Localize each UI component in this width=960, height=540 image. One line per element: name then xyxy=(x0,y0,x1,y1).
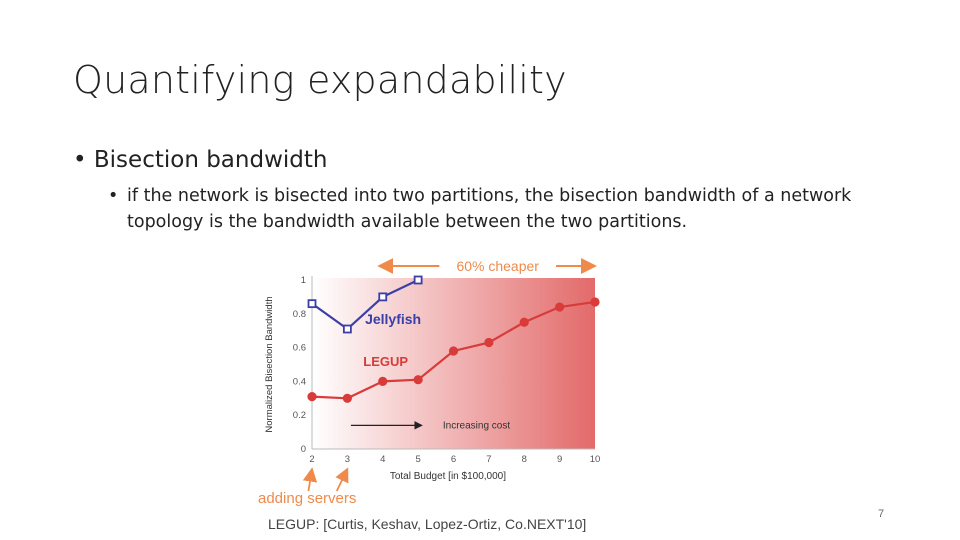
y-tick-label: 0.2 xyxy=(293,410,306,421)
cheaper-label: 60% cheaper xyxy=(456,258,539,274)
plot-background xyxy=(312,278,595,449)
series-label-legup: LEGUP xyxy=(363,354,408,369)
adding-servers-arrow-1 xyxy=(302,467,318,492)
y-axis-label: Normalized Bisection Bandwidth xyxy=(264,296,275,432)
slide-title: Quantifying expandability xyxy=(73,58,567,102)
x-tick-label: 2 xyxy=(309,454,314,465)
data-point-legup xyxy=(448,346,459,356)
adding-servers-label: adding servers xyxy=(258,490,356,507)
sub-bullet: • if the network is bisected into two pa… xyxy=(108,183,868,235)
data-point-jellyfish xyxy=(413,275,423,285)
series-label-jellyfish: Jellyfish xyxy=(365,311,421,327)
x-tick-label: 5 xyxy=(415,454,420,465)
citation: LEGUP: [Curtis, Keshav, Lopez-Ortiz, Co.… xyxy=(268,516,586,532)
data-point-jellyfish xyxy=(307,299,317,309)
data-point-legup xyxy=(307,392,317,402)
series-line-jellyfish xyxy=(311,279,419,331)
data-point-legup xyxy=(590,297,600,307)
bullet-text: Bisection bandwidth xyxy=(93,147,328,173)
y-tick-label: 0.8 xyxy=(293,309,306,320)
page-number: 7 xyxy=(878,508,885,520)
x-tick-label: 10 xyxy=(590,454,601,465)
data-point-jellyfish xyxy=(378,292,388,302)
y-tick-label: 0.4 xyxy=(293,376,306,387)
data-point-legup xyxy=(413,375,423,385)
x-tick-label: 3 xyxy=(345,454,350,465)
y-tick-label: 0 xyxy=(301,444,306,455)
data-point-jellyfish xyxy=(342,324,352,334)
x-axis-label: Total Budget [in $100,000] xyxy=(390,471,506,482)
x-tick-label: 4 xyxy=(380,454,385,465)
increasing-cost-label: Increasing cost xyxy=(443,420,510,431)
y-tick-label: 0.6 xyxy=(293,343,306,354)
data-point-legup xyxy=(519,317,529,327)
data-point-legup xyxy=(342,393,352,403)
x-tick-label: 9 xyxy=(557,454,562,465)
x-tick-label: 6 xyxy=(451,454,456,465)
bullet-bisection-bandwidth: • Bisection bandwidth xyxy=(73,147,327,173)
data-point-legup xyxy=(378,376,388,386)
bullet-dot: • xyxy=(73,147,87,173)
y-tick-label: 1 xyxy=(301,275,306,286)
adding-servers-arrow-2 xyxy=(335,467,349,492)
sub-bullet-dot: • xyxy=(108,186,119,206)
sub-bullet-text: if the network is bisected into two part… xyxy=(127,186,852,232)
x-tick-label: 7 xyxy=(486,454,491,465)
x-tick-label: 8 xyxy=(522,454,527,465)
data-point-legup xyxy=(484,337,494,348)
data-point-legup xyxy=(555,302,565,312)
